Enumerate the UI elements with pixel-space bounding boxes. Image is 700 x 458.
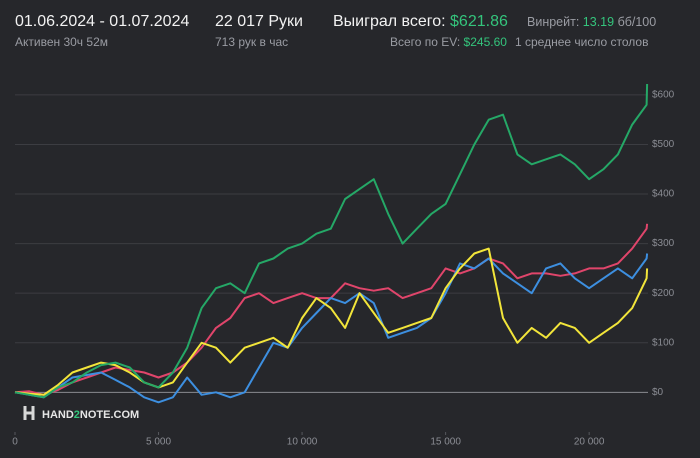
x-tick-label: 0 xyxy=(12,437,18,448)
series-line xyxy=(14,83,649,399)
winrate-label: Винрейт: xyxy=(527,15,579,29)
active-time: Активен 30ч 52м xyxy=(15,35,108,49)
plot: $0 $100 $200 $300 $400 $500 $600 0 5 000 10 000 15… xyxy=(12,83,675,448)
series-line xyxy=(14,253,649,404)
ev-total: Всего по EV: $245.60 xyxy=(390,35,507,49)
ev-value: $245.60 xyxy=(464,35,508,49)
winrate: Винрейт: 13.19 бб/100 xyxy=(527,15,656,29)
x-tick-label: 20 000 xyxy=(574,437,605,448)
tables: 1 среднее число столов xyxy=(515,35,648,49)
logo-part: 2 xyxy=(74,409,80,421)
won-value: $621.86 xyxy=(450,13,508,30)
y-tick-label: $0 xyxy=(652,387,664,398)
x-tick-label: 15 000 xyxy=(430,437,461,448)
logo-part: HAND xyxy=(42,409,74,421)
y-tick-label: $400 xyxy=(652,189,675,200)
hands: 22 017 Руки xyxy=(215,13,303,30)
ev-label: Всего по EV: xyxy=(390,35,460,49)
logo-part: NOTE.COM xyxy=(80,409,139,421)
y-tick-label: $500 xyxy=(652,139,675,150)
x-tick-label: 5 000 xyxy=(146,437,171,448)
x-tick-label: 10 000 xyxy=(287,437,318,448)
y-tick-label: $600 xyxy=(652,90,675,101)
y-tick-label: $100 xyxy=(652,337,675,348)
date-range: 01.06.2024 - 01.07.2024 xyxy=(15,13,189,30)
logo: HAND2NOTE.COM xyxy=(42,409,139,421)
won-total: Выиграл всего: $621.86 xyxy=(333,13,508,30)
y-tick-label: $300 xyxy=(652,238,675,249)
y-tick-label: $200 xyxy=(652,288,675,299)
series-line xyxy=(14,247,649,396)
won-label: Выиграл всего: xyxy=(333,13,446,30)
winrate-value: 13.19 xyxy=(583,15,614,29)
hands-per-hour: 713 рук в час xyxy=(215,35,288,49)
winrate-unit: бб/100 xyxy=(618,15,657,29)
logo-icon xyxy=(23,406,35,420)
